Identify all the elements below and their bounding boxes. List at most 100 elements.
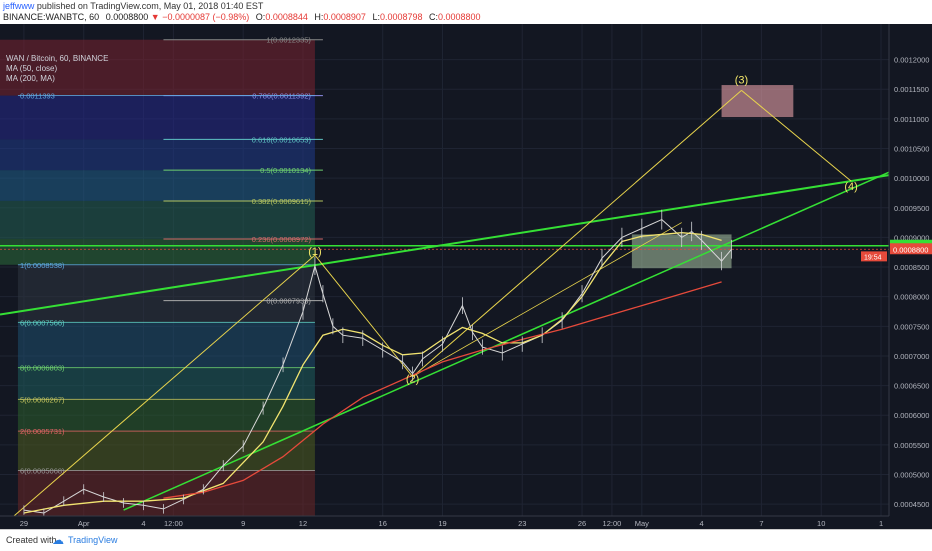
last-price-tag: 0.0008800 (893, 245, 928, 254)
x-tick-label: 19 (438, 519, 446, 528)
ma50-series-line (23, 232, 722, 514)
wave-label: (2) (406, 374, 419, 386)
price-arrow: ▼ (150, 12, 160, 22)
channel-line (412, 222, 682, 378)
price-series-line (23, 219, 732, 514)
x-tick-label: 4 (141, 519, 145, 528)
y-tick-label: 0.0008000 (894, 293, 929, 302)
fib-level-label: 0.236(0.0008972) (252, 235, 312, 244)
y-tick-label: 0.0010000 (894, 174, 929, 183)
fib-zone-low (17, 264, 315, 323)
fib-left-label: 1(0.0008538) (20, 261, 65, 270)
price: 0.0008800 (105, 12, 149, 22)
legend-title: WAN / Bitcoin, 60, BINANCE (6, 54, 109, 63)
header-bar: jeffwww published on TradingView.com, Ma… (0, 0, 932, 24)
x-tick-label: 4 (700, 519, 704, 528)
fib-left-label: 2(0.0005731) (20, 427, 65, 436)
x-tick-label: 1 (879, 519, 883, 528)
symbol-line: BINANCE:WANBTC, 60 0.0008800 ▼ −0.000008… (3, 12, 481, 22)
fib-level-label: 0.786(0.0011392) (252, 92, 311, 101)
close-label: C: (429, 12, 439, 22)
wave-label: (1) (308, 246, 321, 258)
y-tick-label: 0.0009500 (894, 204, 929, 213)
close-value: 0.0008800 (438, 12, 481, 22)
y-tick-label: 0.0011500 (894, 85, 929, 94)
y-tick-label: 0.0007500 (894, 322, 929, 331)
y-tick-label: 0.0010500 (894, 144, 929, 153)
tradingview-logo-icon: ☁ (52, 533, 64, 547)
y-tick-label: 0.0011000 (894, 115, 929, 124)
x-tick-label: 10 (817, 519, 825, 528)
countdown-tag-bg (861, 251, 887, 262)
fib-level-label: 0.382(0.0009615) (252, 197, 312, 206)
fib-left-label: 0.0011393 (20, 92, 55, 101)
symbol: BINANCE:WANBTC, 60 (3, 12, 100, 22)
fib-left-label: 6(0.0005068) (20, 466, 65, 475)
chart-area[interactable]: 1(0.0012335) 0.786(0.0011392) 0.618(0.0010… (0, 24, 932, 529)
ma200-series-line (163, 281, 722, 499)
last-price-tag-bg (890, 243, 932, 255)
fib-level-label: 0.618(0.0010653) (252, 135, 312, 144)
wave-line-2 (314, 254, 413, 378)
author-link[interactable]: jeffwww (3, 1, 35, 11)
y-tick-label: 0.0005500 (894, 441, 929, 450)
x-tick-label: 12:00 (603, 519, 622, 528)
high-label: H: (314, 12, 324, 22)
y-tick-label: 0.0008500 (894, 263, 929, 272)
time-axis-bg (0, 516, 932, 529)
low-label: L: (372, 12, 380, 22)
footer-created-with: Created with (6, 535, 57, 545)
y-tick-label: 0.0006500 (894, 382, 929, 391)
wave-label: (4) (844, 181, 857, 193)
fib-zone (0, 200, 315, 240)
fib-zone (0, 39, 315, 96)
fib-left-label: 8(0.0006803) (20, 364, 65, 373)
high-value: 0.0008907 (323, 12, 366, 22)
price-change: −0.0000087 (−0.98%) (162, 12, 250, 22)
fib-left-label: 6(0.0007566) (20, 318, 65, 327)
fib-zone (0, 239, 315, 265)
x-tick-label: 12:00 (164, 519, 183, 528)
chart-legend: WAN / Bitcoin, 60, BINANCE MA (50, close… (6, 54, 108, 84)
fib-zone-low (17, 470, 315, 516)
x-tick-label: 7 (759, 519, 763, 528)
fib-level-label: 0.5(0.0010134) (260, 166, 311, 175)
fib-level-label: 1(0.0012335) (266, 36, 311, 45)
chart-svg[interactable]: 1(0.0012335) 0.786(0.0011392) 0.618(0.0010… (0, 24, 932, 529)
x-tick-label: 16 (379, 519, 387, 528)
target-box-3 (721, 85, 794, 118)
fib-zone-low (17, 322, 315, 368)
y-tick-label: 0.0004500 (894, 500, 929, 509)
fib-zone (0, 170, 315, 201)
low-value: 0.0008798 (379, 12, 423, 22)
fib-zone (0, 139, 315, 171)
fib-zone-low (17, 399, 315, 432)
legend-ma200[interactable]: MA (200, MA) (6, 74, 55, 83)
legend-ma50[interactable]: MA (50, close) (6, 64, 58, 73)
x-tick-label: 9 (241, 519, 245, 528)
open-label: O: (255, 12, 266, 22)
wave-line-4 (741, 90, 852, 182)
y-tick-label: 0.0007000 (894, 352, 929, 361)
countdown-tag: 19:54 (864, 254, 882, 261)
x-tick-label: May (635, 519, 649, 528)
x-tick-label: 23 (518, 519, 526, 528)
price-axis-bg (889, 24, 932, 529)
publish-line: jeffwww published on TradingView.com, Ma… (3, 1, 263, 11)
trendline-upper (0, 174, 890, 316)
y-tick-label: 0.0009000 (894, 233, 929, 242)
fib-left-label: 5(0.0006267) (20, 395, 65, 404)
footer-brand[interactable]: TradingView (68, 535, 118, 545)
open-value: 0.0008844 (265, 12, 308, 22)
x-tick-label: Apr (78, 519, 90, 528)
publish-info: published on TradingView.com, May 01, 20… (36, 1, 264, 11)
footer-bar: Created with ☁ TradingView (0, 529, 932, 551)
x-tick-label: 29 (20, 519, 28, 528)
fib-zone (0, 95, 315, 140)
wave-line-1 (13, 254, 316, 517)
fib-level-label: 0(0.0007933) (266, 297, 311, 306)
y-tick-label: 0.0005000 (894, 471, 929, 480)
x-tick-label: 12 (299, 519, 307, 528)
y-tick-label: 0.0012000 (894, 56, 929, 65)
